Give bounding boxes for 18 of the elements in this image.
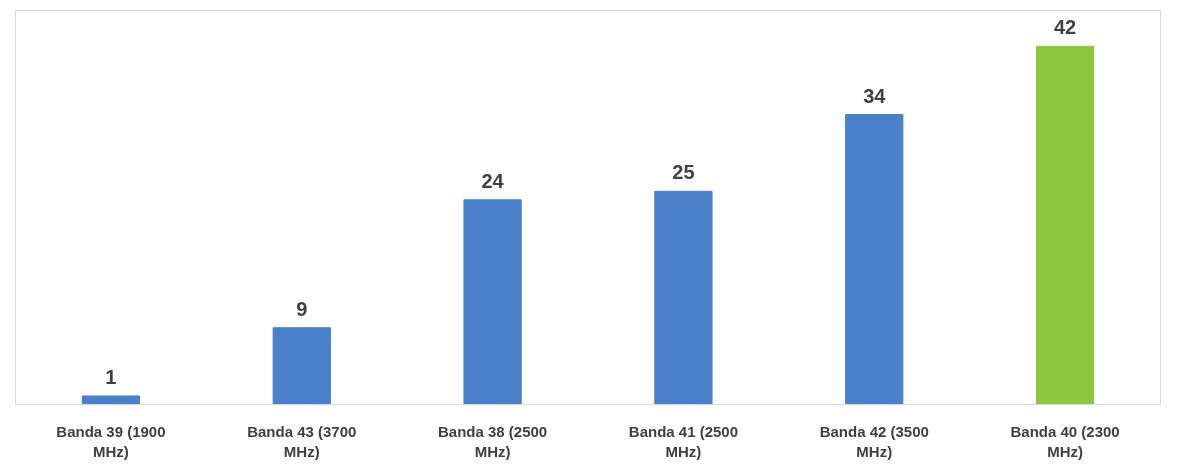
data-label: 24 <box>481 169 505 192</box>
bar <box>654 190 713 405</box>
data-label: 34 <box>863 84 887 107</box>
bar <box>81 395 141 405</box>
bar <box>272 327 331 405</box>
data-label: 25 <box>672 161 695 184</box>
x-tick-label: Banda 40 (2300 MHz) <box>1010 422 1120 460</box>
x-tick-label: Banda 38 (2500 MHz) <box>437 422 548 460</box>
x-tick-label: Banda 39 (1900 MHz) <box>56 422 166 460</box>
x-tick-label: Banda 42 (3500 MHz) <box>819 422 929 460</box>
bar <box>845 114 904 405</box>
bar <box>463 199 522 405</box>
bar <box>1035 45 1095 405</box>
x-tick-label: Banda 43 (3700 MHz) <box>247 422 357 460</box>
data-label: 42 <box>1053 16 1077 39</box>
data-label: 1 <box>105 365 117 388</box>
x-tick-label: Banda 41 (2500 MHz) <box>628 422 739 460</box>
data-label: 9 <box>296 297 308 320</box>
